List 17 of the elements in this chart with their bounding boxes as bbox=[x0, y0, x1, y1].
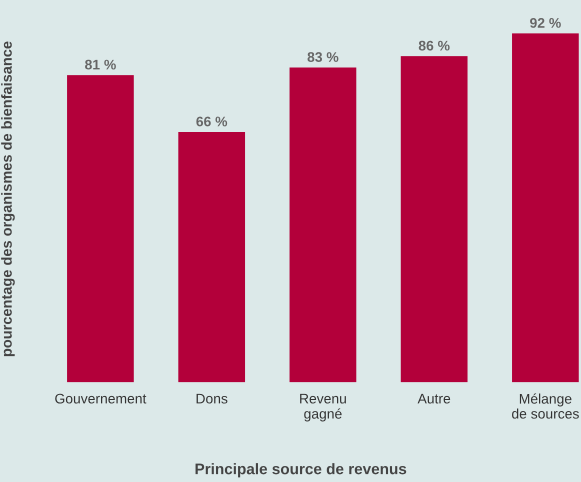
bar bbox=[400, 56, 468, 382]
data-label: 83 % bbox=[308, 52, 338, 62]
x-tick-label: Gouvernement bbox=[55, 394, 146, 404]
data-label: 92 % bbox=[530, 18, 561, 28]
bar bbox=[178, 132, 246, 382]
x-tick-label: Autre bbox=[418, 394, 450, 404]
data-label: 81 % bbox=[85, 60, 116, 70]
x-tick-label: Dons bbox=[196, 394, 228, 404]
x-tick-label: Revenu gagné bbox=[300, 394, 346, 422]
x-tick-label: Mélange de sources bbox=[512, 393, 579, 419]
bar bbox=[67, 75, 134, 382]
bar bbox=[290, 67, 356, 382]
x-axis-title: Principale source de revenus bbox=[196, 463, 406, 478]
y-axis-title: pourcentage des organismes de bienfaisance bbox=[1, 42, 15, 356]
data-label: 66 % bbox=[196, 116, 228, 126]
bar bbox=[512, 33, 579, 382]
data-label: 86 % bbox=[418, 40, 450, 51]
